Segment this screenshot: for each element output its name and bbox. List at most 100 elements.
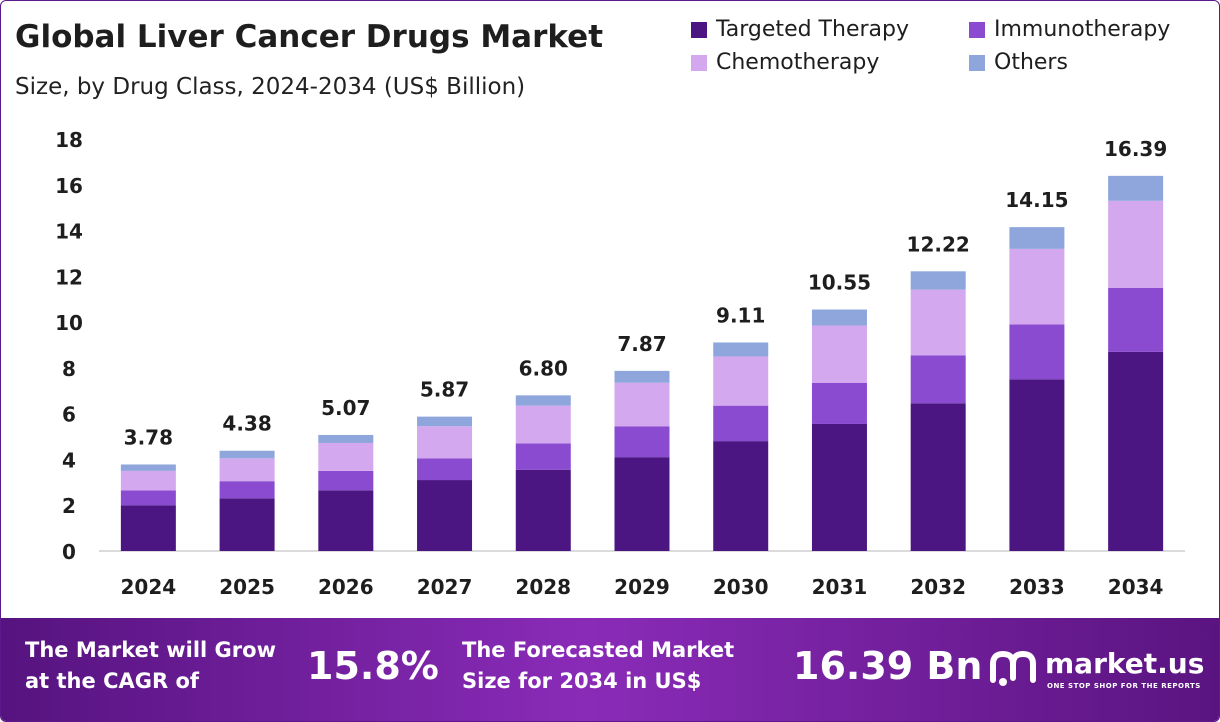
legend-swatch-others <box>969 54 985 71</box>
legend-item-others: Others <box>969 50 1211 75</box>
bar-segment-immunotherapy-2028 <box>515 443 571 470</box>
bar-total-label: 6.80 <box>519 356 568 380</box>
legend-item-chemotherapy: Chemotherapy <box>691 50 969 75</box>
legend-label-immunotherapy: Immunotherapy <box>994 17 1171 42</box>
bar-segment-others-2024 <box>120 464 176 471</box>
y-tick-label: 4 <box>62 448 76 472</box>
bar-segment-targeted-therapy-2026 <box>318 490 374 551</box>
cagr-value: 15.8% <box>307 644 439 688</box>
y-tick-label: 10 <box>55 311 83 335</box>
x-tick-label: 2031 <box>812 575 868 599</box>
market-us-logo-icon <box>990 650 1036 683</box>
bar-segment-targeted-therapy-2025 <box>219 498 275 551</box>
legend-label-chemotherapy: Chemotherapy <box>716 50 880 75</box>
legend-swatch-chemotherapy <box>691 54 707 71</box>
bar-segment-chemotherapy-2033 <box>1009 248 1065 325</box>
legend-label-targeted-therapy: Targeted Therapy <box>716 17 909 42</box>
bar-segment-chemotherapy-2027 <box>417 426 473 459</box>
bar-segment-immunotherapy-2034 <box>1108 287 1164 352</box>
cagr-caption-line1: The Market will Grow <box>25 638 276 662</box>
y-tick-label: 16 <box>55 174 83 198</box>
bar-total-label: 16.39 <box>1104 137 1167 161</box>
y-tick-label: 18 <box>55 128 83 152</box>
legend-item-targeted-therapy: Targeted Therapy <box>691 17 969 42</box>
bar-segment-others-2025 <box>219 450 275 459</box>
chart-subtitle: Size, by Drug Class, 2024-2034 (US$ Bill… <box>15 74 526 100</box>
forecast-value: 16.39 Bn <box>793 644 983 688</box>
bar-segment-chemotherapy-2034 <box>1108 200 1164 288</box>
bar-segment-others-2029 <box>614 370 670 383</box>
bar-segment-chemotherapy-2025 <box>219 458 275 482</box>
bar-segment-chemotherapy-2031 <box>811 325 867 383</box>
bar-segment-immunotherapy-2032 <box>910 355 966 404</box>
bar-segment-targeted-therapy-2034 <box>1108 351 1164 551</box>
brand-tagline: ONE STOP SHOP FOR THE REPORTS <box>1047 682 1201 690</box>
y-tick-label: 2 <box>62 494 76 518</box>
bar-segment-immunotherapy-2026 <box>318 470 374 491</box>
bar-total-label: 10.55 <box>808 271 871 295</box>
bar-segment-immunotherapy-2027 <box>417 458 473 481</box>
bar-segment-others-2026 <box>318 434 374 443</box>
legend-label-others: Others <box>994 50 1068 75</box>
bar-segment-chemotherapy-2030 <box>713 356 769 406</box>
bar-segment-others-2027 <box>417 416 473 427</box>
bar-segment-others-2030 <box>713 342 769 357</box>
market-us-logo: market.us ONE STOP SHOP FOR THE REPORTS <box>990 647 1204 690</box>
legend-swatch-targeted-therapy <box>691 21 707 38</box>
bar-total-label: 4.38 <box>222 412 271 436</box>
bar-segment-others-2031 <box>811 309 867 326</box>
bar-total-label: 5.07 <box>321 396 370 420</box>
cagr-caption: The Market will Grow at the CAGR of <box>25 635 276 697</box>
brand-name: market.us <box>1045 647 1204 680</box>
y-tick-label: 6 <box>62 403 76 427</box>
bar-segment-chemotherapy-2029 <box>614 382 670 427</box>
bar-segment-chemotherapy-2028 <box>515 405 571 444</box>
bar-segment-targeted-therapy-2028 <box>515 469 571 551</box>
bar-segment-targeted-therapy-2029 <box>614 457 670 551</box>
bar-segment-immunotherapy-2025 <box>219 481 275 499</box>
x-tick-label: 2032 <box>910 575 966 599</box>
y-tick-label: 8 <box>62 357 76 381</box>
x-tick-label: 2027 <box>417 575 473 599</box>
bar-total-label: 7.87 <box>617 332 666 356</box>
chart-legend: Targeted Therapy Immunotherapy Chemother… <box>691 17 1211 75</box>
x-tick-label: 2028 <box>515 575 571 599</box>
y-tick-label: 12 <box>55 265 83 289</box>
bar-segment-others-2028 <box>515 395 571 406</box>
bar-segment-immunotherapy-2030 <box>713 405 769 442</box>
cagr-caption-line2: at the CAGR of <box>25 669 200 693</box>
bar-segment-others-2034 <box>1108 175 1164 201</box>
bar-total-label: 5.87 <box>420 378 469 402</box>
x-tick-label: 2034 <box>1108 575 1164 599</box>
y-tick-label: 0 <box>62 540 76 564</box>
bar-segment-targeted-therapy-2032 <box>910 403 966 551</box>
bar-total-label: 12.22 <box>907 232 970 256</box>
bar-total-label: 14.15 <box>1005 188 1068 212</box>
bar-total-label: 3.78 <box>124 425 173 449</box>
x-tick-label: 2033 <box>1009 575 1065 599</box>
x-tick-label: 2026 <box>318 575 374 599</box>
legend-item-immunotherapy: Immunotherapy <box>969 17 1211 42</box>
bar-segment-immunotherapy-2029 <box>614 426 670 458</box>
legend-swatch-immunotherapy <box>969 21 985 38</box>
bar-segment-targeted-therapy-2031 <box>811 423 867 551</box>
bar-segment-chemotherapy-2026 <box>318 442 374 471</box>
bar-segment-chemotherapy-2024 <box>120 470 176 491</box>
bar-total-label: 9.11 <box>716 303 765 327</box>
bar-segment-targeted-therapy-2027 <box>417 480 473 551</box>
bar-segment-others-2032 <box>910 271 966 290</box>
bar-segment-others-2033 <box>1009 227 1065 249</box>
bar-segment-targeted-therapy-2024 <box>120 505 176 551</box>
x-tick-label: 2030 <box>713 575 769 599</box>
forecast-caption-line2: Size for 2034 in US$ <box>462 669 702 693</box>
bar-segment-immunotherapy-2031 <box>811 382 867 424</box>
x-tick-label: 2024 <box>121 575 177 599</box>
bar-segment-targeted-therapy-2030 <box>713 441 769 551</box>
forecast-caption-line1: The Forecasted Market <box>462 638 735 662</box>
bar-segment-chemotherapy-2032 <box>910 289 966 356</box>
bar-segment-immunotherapy-2033 <box>1009 324 1065 380</box>
footer-banner: The Market will Grow at the CAGR of 15.8… <box>1 618 1219 721</box>
x-tick-label: 2025 <box>219 575 275 599</box>
stacked-bar-chart: 0 2 4 6 8 10 12 14 16 18 3.78 2024 4.38 2025 5.07 2026 5… <box>55 128 1185 599</box>
